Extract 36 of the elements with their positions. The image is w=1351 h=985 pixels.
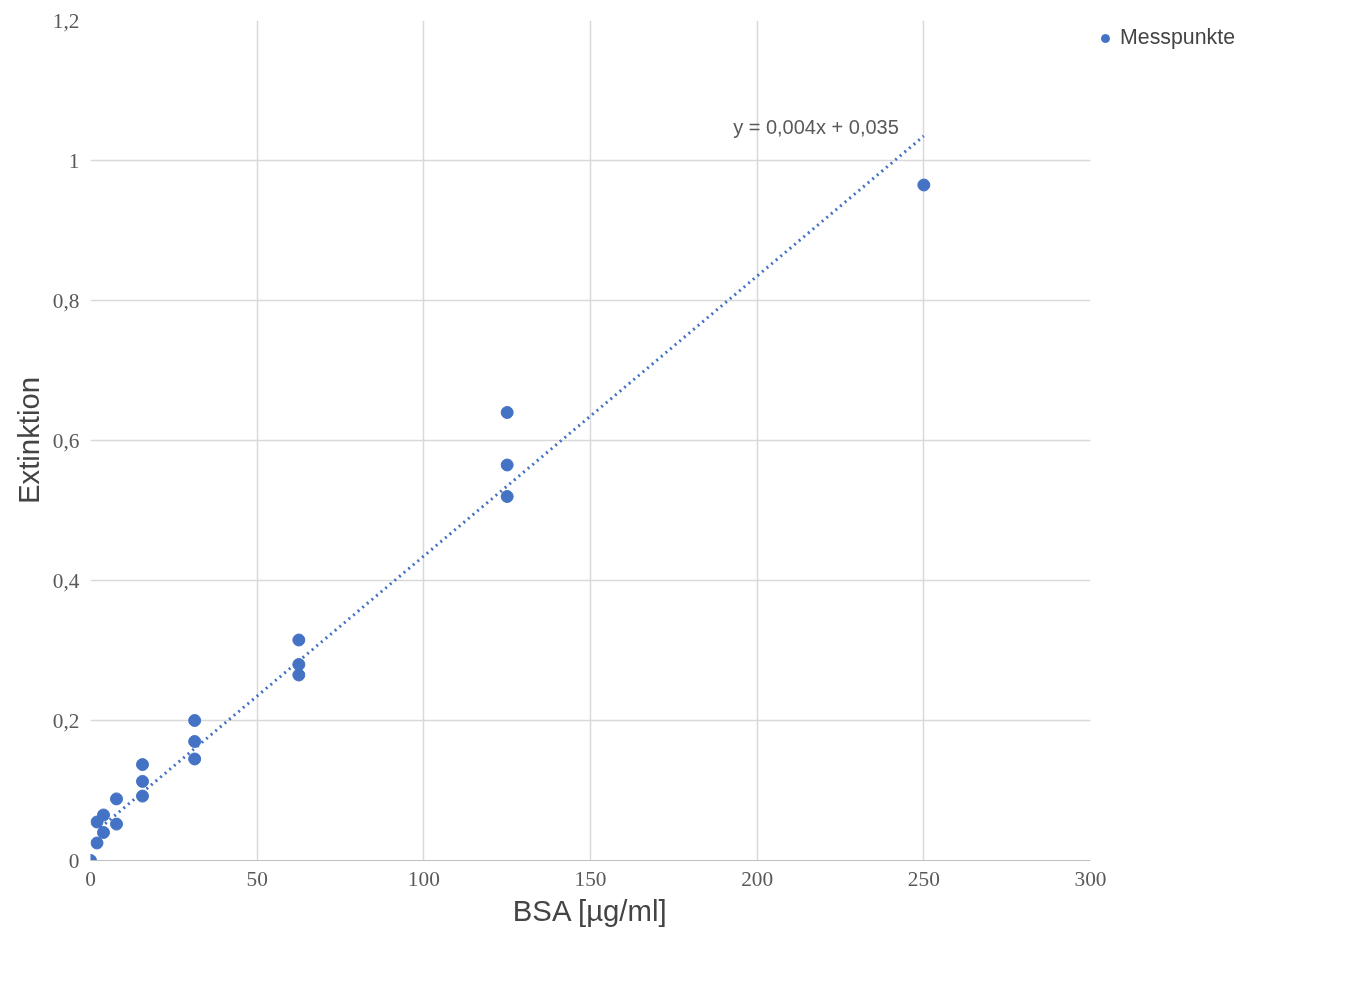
x-tick-label: 300 [1074, 866, 1107, 891]
point [97, 808, 110, 822]
point [188, 714, 202, 727]
x-tick-label: 250 [907, 866, 940, 891]
point [500, 406, 514, 419]
point [917, 178, 931, 192]
legend-label: Messpunkte [1120, 25, 1235, 50]
point [500, 490, 514, 503]
y-tick-label: 0,8 [52, 288, 80, 313]
point [292, 633, 306, 647]
point [90, 836, 104, 850]
annotation: y = 0,004x + 0,035 [733, 116, 899, 138]
point [110, 817, 123, 831]
y-tick-label: 0 [68, 848, 80, 873]
x-axis-title: BSA [µg/ml] [512, 893, 667, 927]
point [188, 752, 202, 766]
x-tick-label: 50 [246, 866, 268, 891]
x-tick-label: 150 [574, 866, 607, 891]
point [97, 826, 110, 839]
x-tick-label: 100 [407, 866, 440, 891]
y-tick-label: 0,4 [52, 568, 80, 593]
x-tick-label: 200 [741, 866, 774, 891]
point [188, 735, 202, 748]
y-axis-title: Extinktion [11, 376, 45, 505]
y-tick-label: 1 [68, 148, 80, 173]
point [292, 658, 306, 671]
x-tick-label: 0 [85, 866, 96, 891]
point [136, 758, 149, 772]
point [136, 774, 149, 788]
y-tick-label: 1,2 [52, 8, 80, 33]
point [136, 789, 149, 803]
point [500, 458, 514, 472]
y-tick-label: 0,6 [52, 428, 80, 453]
point [292, 668, 306, 682]
y-tick-label: 0,2 [52, 708, 80, 733]
point [110, 792, 123, 806]
